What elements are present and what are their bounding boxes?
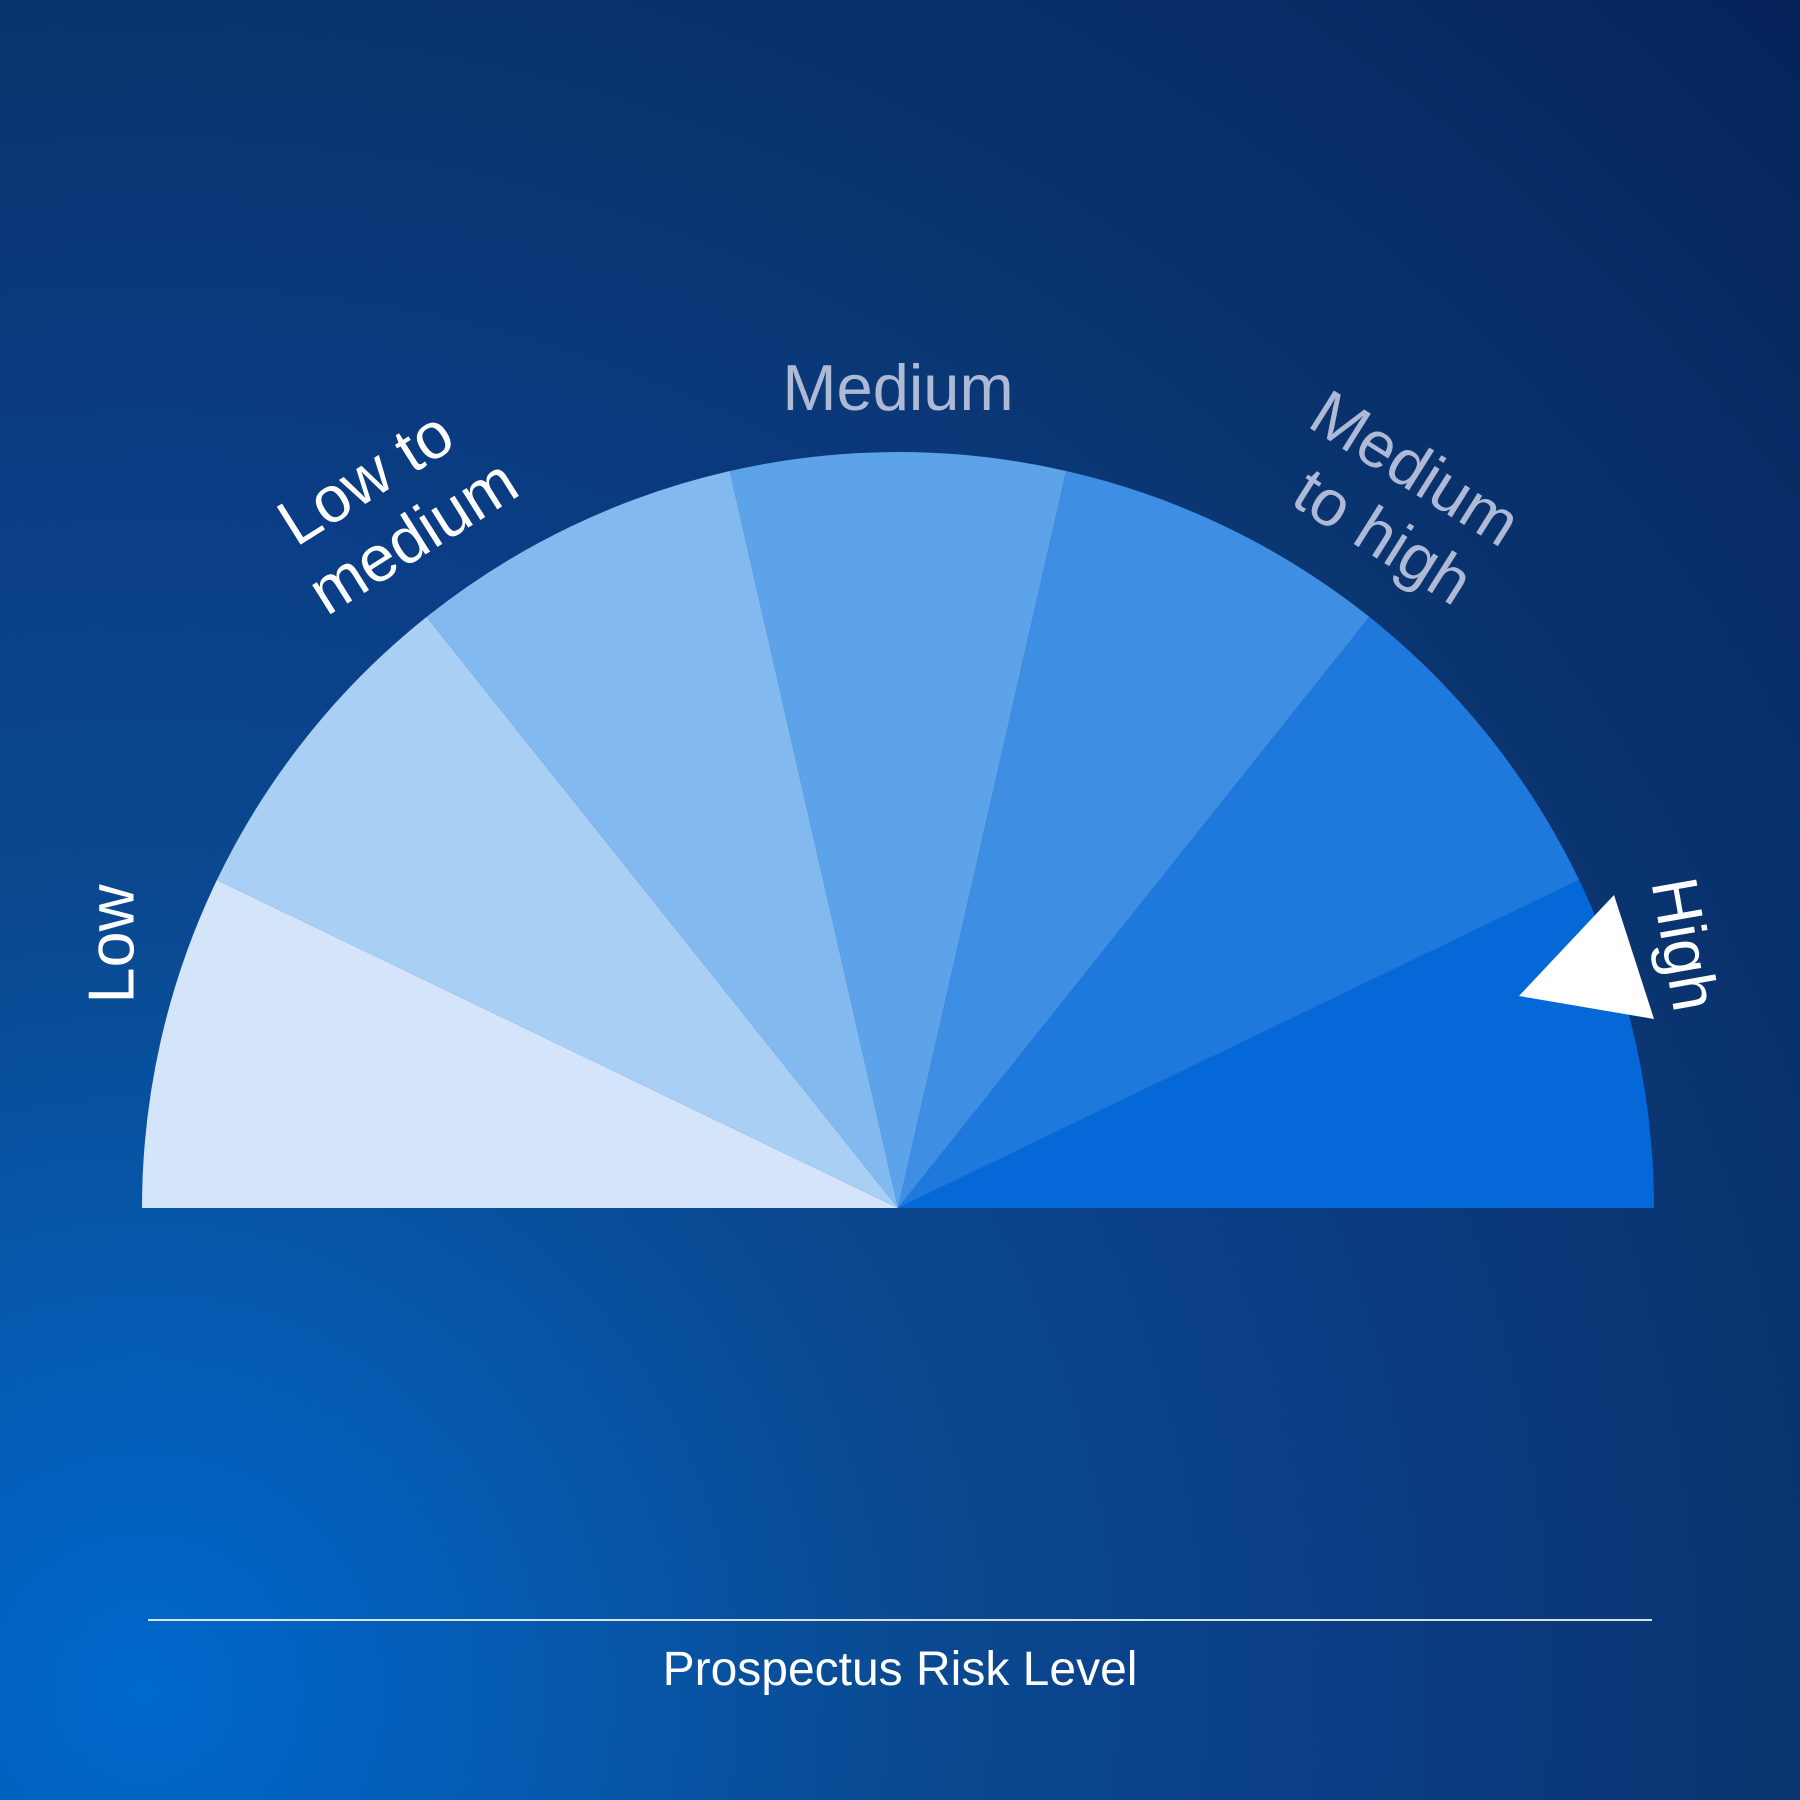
svg-text:Medium: Medium bbox=[782, 351, 1013, 424]
svg-text:High: High bbox=[1637, 872, 1732, 1016]
svg-text:Prospectus Risk Level: Prospectus Risk Level bbox=[663, 1643, 1138, 1696]
svg-text:Low: Low bbox=[75, 883, 148, 1003]
